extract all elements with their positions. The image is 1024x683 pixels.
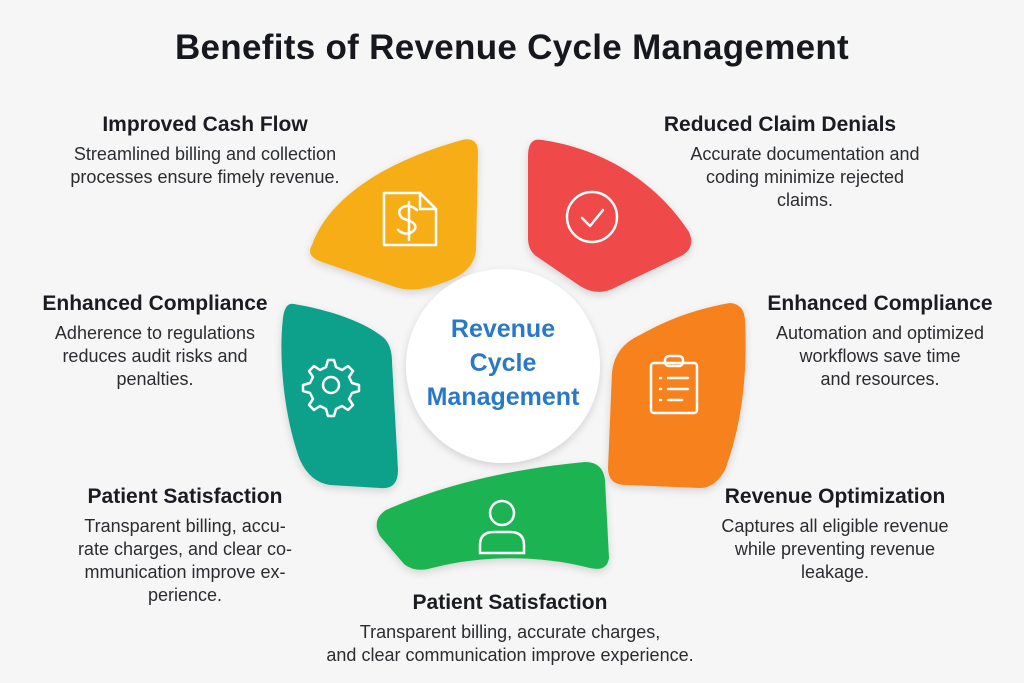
benefit-text: while preventing revenue: [734, 539, 936, 559]
benefit-heading: Improved Cash Flow: [102, 113, 308, 136]
segment-improved-cash-flow: [309, 139, 479, 290]
check-circle-icon: [565, 190, 619, 244]
benefit-text: Automation and optimized: [775, 323, 985, 343]
center-circle: [406, 269, 600, 463]
segment-enhanced-compliance-left: [281, 303, 398, 489]
benefit-patient-satisfaction-bottom: Patient Satisfaction Transparent billing…: [280, 591, 740, 667]
benefit-text: perience.: [147, 585, 223, 605]
benefit-text: rate charges, and clear co-: [77, 539, 293, 559]
benefit-improved-cash-flow: Improved Cash Flow Streamlined billing a…: [30, 113, 380, 189]
user-icon: [478, 499, 526, 555]
benefit-enhanced-compliance-left: Enhanced Compliance Adherence to regulat…: [10, 292, 300, 391]
dollar-document-icon: [382, 191, 438, 247]
benefit-text: penalties.: [116, 369, 194, 389]
benefit-text: mmunication improve ex-: [84, 562, 286, 582]
clipboard-list-icon: [649, 354, 699, 415]
gear-icon: [301, 358, 361, 418]
page-title: Benefits of Revenue Cycle Management: [174, 28, 850, 67]
center-label: Revenue Cycle Management: [413, 312, 593, 414]
benefit-reduced-claim-denials: Reduced Claim Denials Accurate documenta…: [600, 113, 960, 212]
benefit-text: and resources.: [820, 369, 940, 389]
benefit-text: Transparent billing, accurate charges,: [359, 622, 661, 642]
benefit-heading: Enhanced Compliance: [42, 292, 268, 315]
benefit-enhanced-compliance-right: Enhanced Compliance Automation and optim…: [735, 292, 1024, 391]
benefit-text: leakage.: [800, 562, 870, 582]
benefit-heading: Patient Satisfaction: [412, 591, 608, 614]
benefit-heading: Revenue Optimization: [724, 485, 946, 508]
center-label-line: Revenue: [450, 315, 556, 343]
benefit-text: coding minimize rejected: [705, 167, 905, 187]
benefit-text: workflows save time: [799, 346, 961, 366]
benefit-heading: Reduced Claim Denials: [663, 113, 897, 136]
benefit-text: and clear communication improve experien…: [326, 645, 694, 665]
benefit-heading: Patient Satisfaction: [87, 485, 283, 508]
benefit-revenue-optimization: Revenue Optimization Captures all eligib…: [680, 485, 990, 584]
benefit-heading: Enhanced Compliance: [767, 292, 993, 315]
benefit-text: claims.: [776, 190, 833, 210]
segment-enhanced-compliance-right: [608, 303, 746, 488]
benefit-text: Captures all eligible revenue: [721, 516, 949, 536]
benefit-text: Adherence to regulations: [54, 323, 256, 343]
benefit-text: Streamlined billing and collection: [73, 144, 337, 164]
segment-patient-satisfaction: [376, 462, 609, 570]
benefit-text: processes ensure fimely revenue.: [70, 167, 340, 187]
benefit-text: Accurate documentation and: [690, 144, 920, 164]
center-label-line: Cycle: [469, 349, 537, 377]
benefit-text: Transparent billing, accu-: [84, 516, 286, 536]
benefit-patient-satisfaction-left: Patient Satisfaction Transparent billing…: [40, 485, 330, 607]
benefit-text: reduces audit risks and: [62, 346, 248, 366]
center-label-line: Management: [426, 383, 580, 411]
segment-reduced-claim-denials: [528, 139, 692, 292]
